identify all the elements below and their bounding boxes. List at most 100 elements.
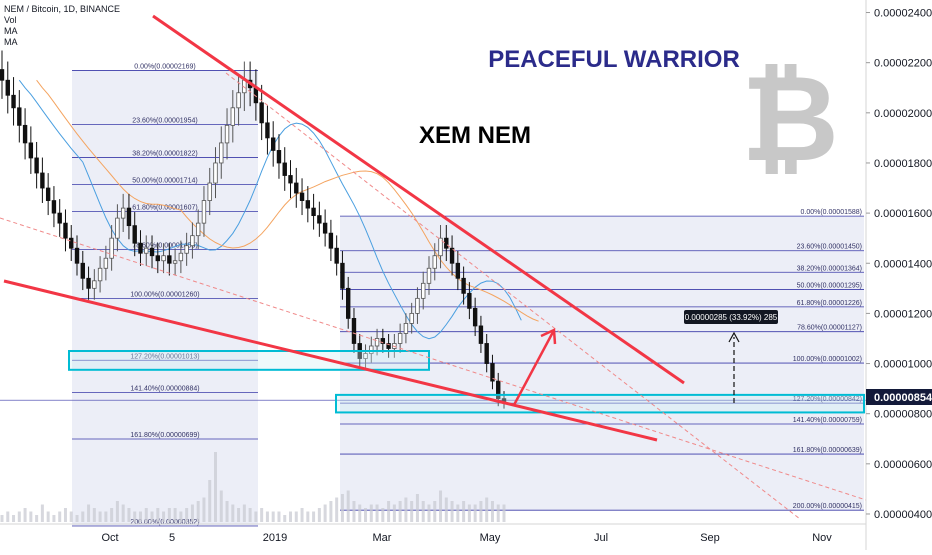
x-tick-label: May [480,532,501,544]
volume-bar [265,511,269,522]
volume-bar [312,511,316,522]
x-tick-label: 2019 [263,532,287,544]
indicator-ma-1[interactable]: MA [4,26,18,36]
candle [270,137,276,151]
volume-bar [358,504,362,522]
volume-bar [17,511,21,522]
candle [184,245,189,254]
volume-bar [52,515,56,522]
volume-bar [127,508,131,522]
headline: PEACEFUL WARRIOR [488,46,740,73]
candle [103,257,109,269]
candle [178,252,184,262]
candle [484,343,489,364]
y-tick-label: 0.00001600 [874,208,932,220]
candle [472,307,478,327]
volume-bar [75,515,79,522]
candle [97,267,103,282]
candle [328,232,334,249]
candle [438,237,443,257]
candle [57,212,62,224]
measure-label: 0.00000285 (33.92%) 285 [685,313,778,322]
candle [432,255,437,269]
fib-level-label: 0.00%(0.00001588) [801,209,863,216]
candle [449,247,455,264]
indicator-vol[interactable]: Vol [4,15,17,25]
fib-level-label: 200.00%(0.00000415) [793,503,862,510]
candle [0,69,5,81]
bitcoin-watermark-icon: ₿ [741,52,839,186]
volume-bar [248,508,252,522]
volume-bar [190,504,194,522]
candle [40,172,45,189]
candle [149,247,155,257]
volume-bar [404,497,408,522]
candle [501,398,507,402]
candle [351,318,357,344]
candle [421,282,426,299]
candle [340,262,345,289]
candle [317,215,322,224]
volume-bar [340,494,344,522]
fib-level-label: 78.60%(0.00001455) [132,242,197,249]
candle [276,150,282,164]
indicator-ma-2[interactable]: MA [4,37,18,47]
volume-bar [104,511,108,522]
candle [161,255,166,262]
y-tick-label: 0.00000600 [874,459,932,471]
candle [259,102,264,124]
measure-arrow-head [728,331,740,343]
volume-bar [387,501,391,522]
candle [224,124,230,144]
volume-bar [439,490,443,522]
y-tick-label: 0.00000400 [874,509,932,521]
volume-bar [29,511,33,522]
volume-bar [81,511,85,522]
fib-level-label: 200.00%(0.00000352) [130,519,199,526]
volume-bar [196,501,200,522]
volume-bar [23,508,27,522]
x-tick-label: 5 [169,532,175,544]
volume-bar [0,515,4,522]
volume-bar [427,504,431,522]
candle [74,247,80,264]
candle [195,222,201,237]
candle [236,92,241,109]
candle [190,235,195,247]
candle [444,237,449,249]
fib-level-label: 61.80%(0.00001607) [132,204,197,211]
candle [120,207,126,219]
candle [322,222,328,234]
candle [409,312,414,324]
resistance-trendline [152,14,685,385]
candle [455,262,461,279]
candle [172,260,178,264]
volume-bar [433,501,437,522]
volume-bar [289,511,293,522]
breakout-arrow-head [540,328,557,345]
volume-bar [110,508,114,522]
dashed-resistance [225,72,801,520]
candle [92,280,97,289]
volume-bar [144,508,148,522]
fib-level-label: 100.00%(0.00001002) [793,356,862,363]
volume-bar [167,508,171,522]
volume-bar [300,508,304,522]
candle [294,182,299,194]
volume-bar [98,511,102,522]
x-tick-label: Oct [101,532,118,544]
y-tick-label: 0.00001800 [874,158,932,170]
ma-slow-line [36,79,539,322]
fib-level-label: 38.20%(0.00001822) [132,150,197,157]
volume-bar [35,515,39,522]
volume-bar [173,508,177,522]
volume-bar [283,515,287,522]
volume-bar [329,501,333,522]
candle [86,277,91,289]
symbol-label[interactable]: NEM / Bitcoin, 1D, BINANCE [4,4,121,14]
volume-bar [392,504,396,522]
fib-level-label: 161.80%(0.00000639) [793,447,862,454]
volume-bar [156,508,160,522]
x-tick-label: Sep [700,532,720,544]
